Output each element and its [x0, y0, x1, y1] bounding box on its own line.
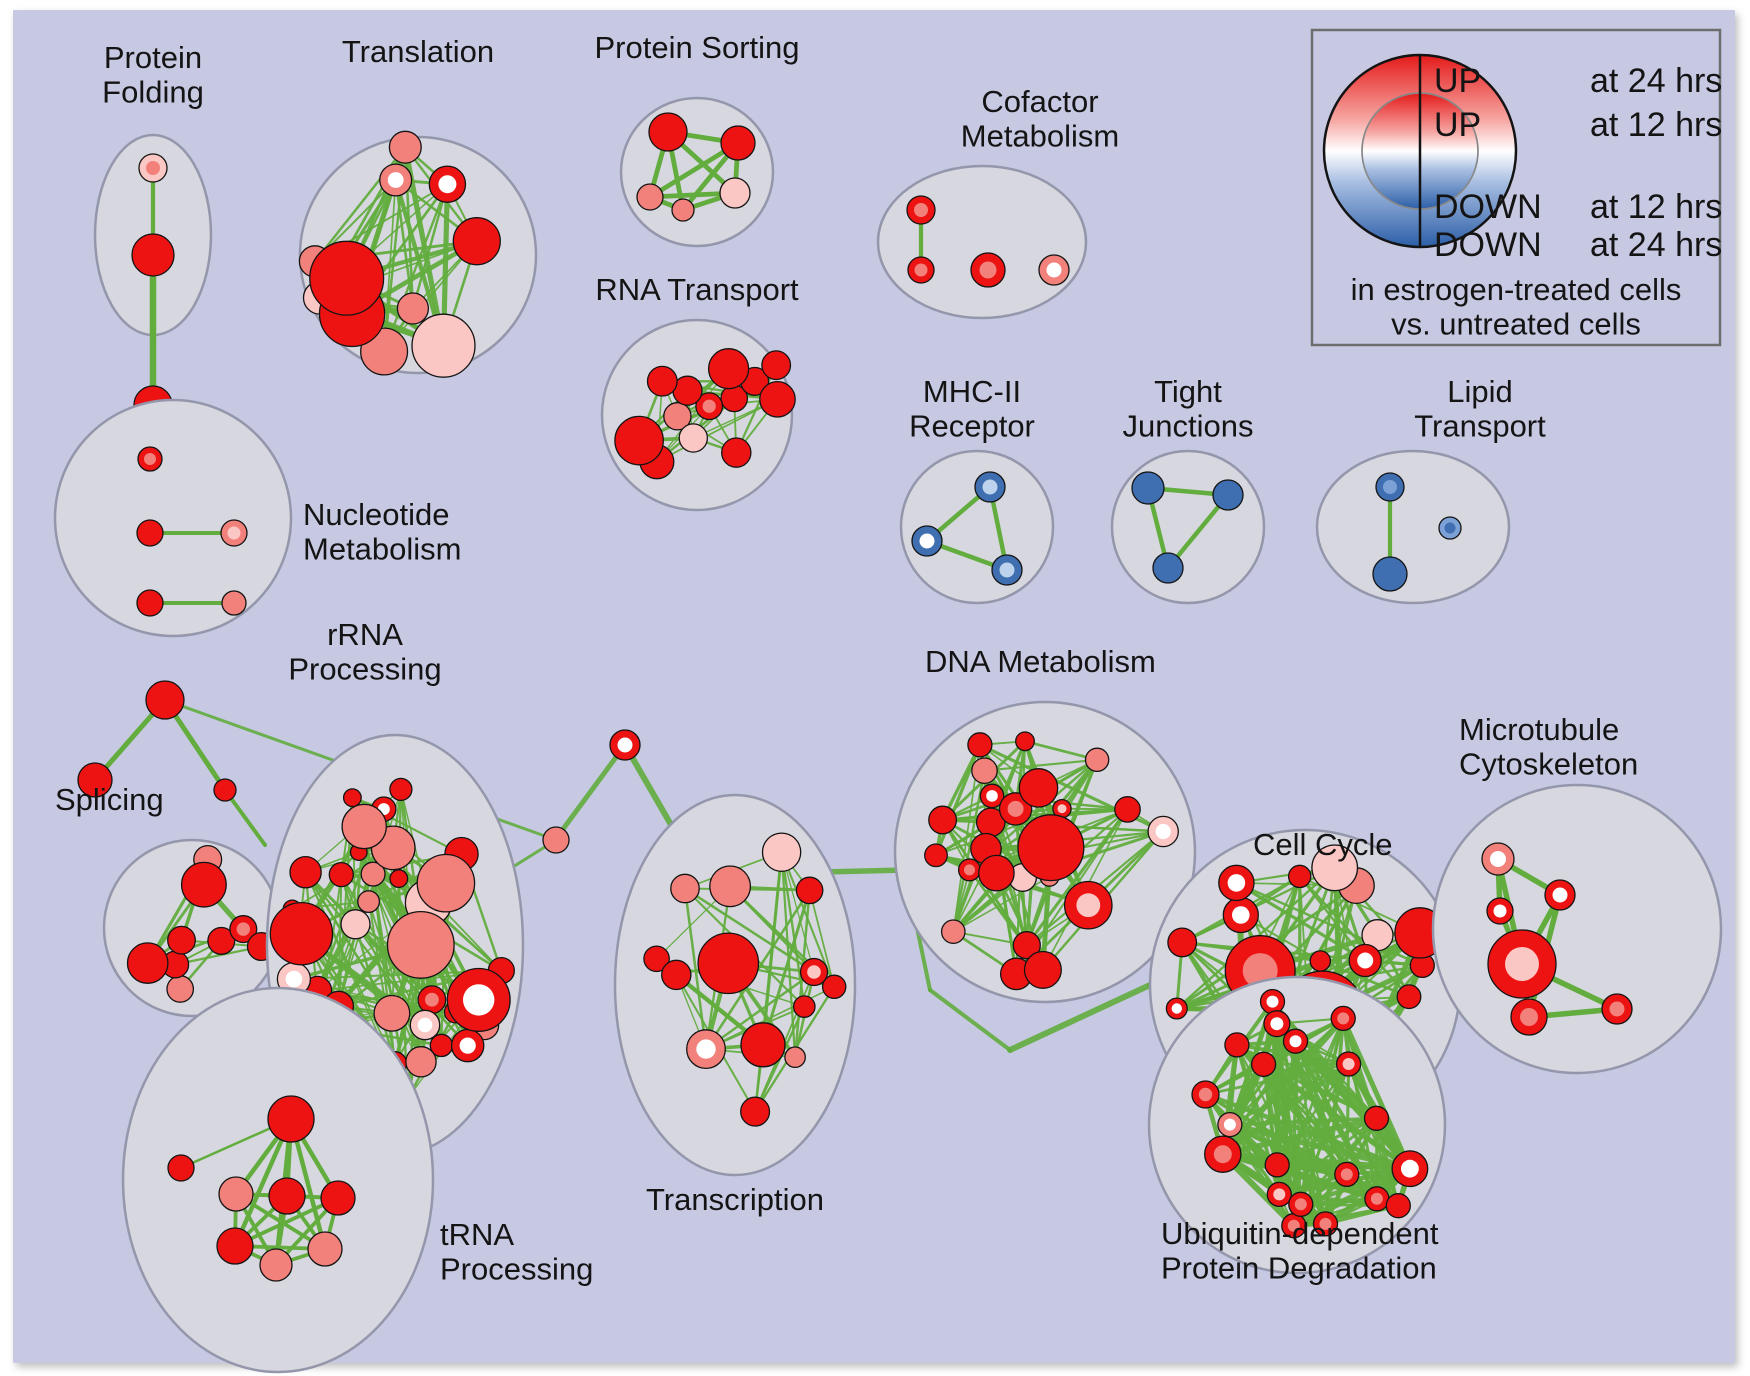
svg-text:at 12 hrs: at 12 hrs — [1590, 106, 1722, 144]
svg-text:Protein Sorting: Protein Sorting — [594, 30, 799, 65]
svg-text:Translation: Translation — [342, 34, 494, 69]
svg-text:Transcription: Transcription — [646, 1182, 824, 1217]
svg-text:UP: UP — [1434, 106, 1481, 144]
svg-text:DOWN: DOWN — [1434, 188, 1542, 226]
svg-text:DOWN: DOWN — [1434, 226, 1542, 264]
svg-text:RNA Transport: RNA Transport — [595, 272, 799, 307]
svg-text:Splicing: Splicing — [55, 782, 164, 817]
svg-text:UP: UP — [1434, 62, 1481, 100]
svg-text:at 12 hrs: at 12 hrs — [1590, 188, 1722, 226]
svg-text:at 24 hrs: at 24 hrs — [1590, 62, 1722, 100]
svg-text:DNA Metabolism: DNA Metabolism — [925, 644, 1156, 679]
svg-text:Cell Cycle: Cell Cycle — [1253, 827, 1393, 862]
svg-text:at 24 hrs: at 24 hrs — [1590, 226, 1722, 264]
